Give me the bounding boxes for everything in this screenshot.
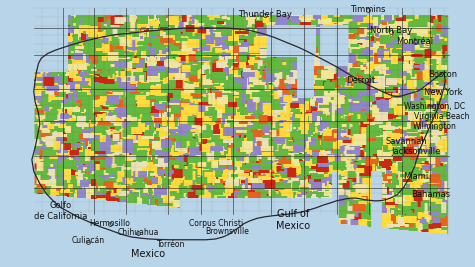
Text: Torréon: Torréon [157, 240, 185, 249]
Text: Detroit: Detroit [346, 76, 375, 85]
Text: Thunder Bay: Thunder Bay [238, 10, 292, 19]
Text: New York: New York [424, 88, 462, 97]
Text: Boston: Boston [428, 70, 457, 79]
Text: Mexico: Mexico [131, 249, 165, 259]
Text: Miami: Miami [404, 172, 429, 181]
Text: Hermosillo: Hermosillo [90, 219, 131, 228]
Text: Montréal: Montréal [396, 37, 433, 46]
Text: Brownsville: Brownsville [205, 227, 249, 236]
Text: Washington, DC: Washington, DC [404, 102, 465, 111]
Text: Bahamas: Bahamas [412, 190, 451, 199]
Text: Wilmington: Wilmington [413, 122, 457, 131]
Text: Savannah: Savannah [386, 137, 428, 146]
Text: Gulf of
Mexico: Gulf of Mexico [276, 210, 310, 231]
Text: Chihuahua: Chihuahua [118, 228, 159, 237]
Text: Golfo
de California: Golfo de California [34, 201, 87, 221]
Text: Jacksonville: Jacksonville [391, 147, 441, 156]
Text: North Bay: North Bay [370, 26, 412, 35]
Text: Virginia Beach: Virginia Beach [414, 112, 469, 121]
Text: Corpus Christi: Corpus Christi [190, 219, 244, 228]
Text: Timmins: Timmins [350, 5, 386, 14]
Text: Culiacán: Culiacán [72, 236, 104, 245]
